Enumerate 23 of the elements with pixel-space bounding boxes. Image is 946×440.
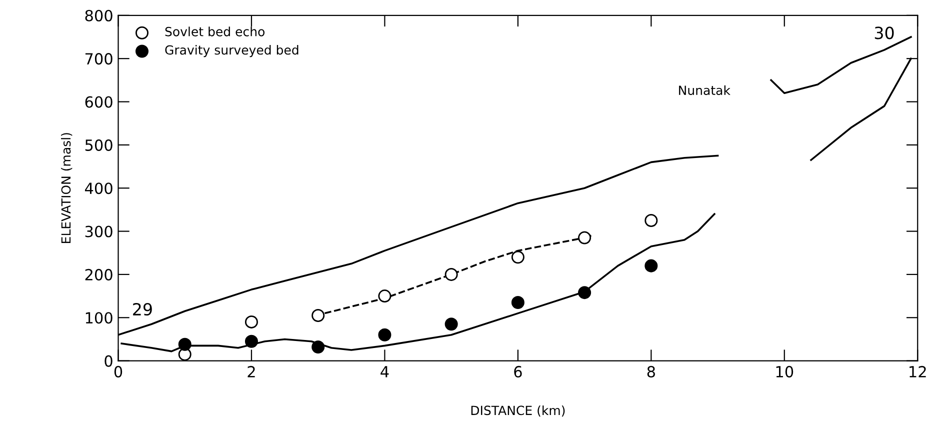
x-tick-label: 4 [380,366,389,378]
annotation: 30 [874,26,894,40]
legend-label: Sovlet bed echo [165,26,264,36]
x-tick-label: 6 [514,366,522,378]
x-tick-label: 0 [114,366,122,378]
y-tick-label: 600 [85,96,112,108]
y-axis-title: ELEVATION (masl) [61,133,72,243]
legend-label: Gravity surveyed bed [165,45,298,58]
y-tick-label: 0 [104,355,112,367]
x-axis-title: DISTANCE (km) [471,405,565,417]
x-tick-label: 12 [910,366,926,378]
x-tick-label: 2 [248,366,255,378]
x-tick-label: 10 [776,366,794,378]
x-tick-label: 8 [647,366,655,378]
y-tick-label: 300 [85,226,112,238]
y-tick-label: 800 [85,10,112,22]
annotation: Nunatak [679,85,730,96]
y-tick-label: 500 [85,139,112,151]
y-tick-label: 700 [85,53,112,65]
y-tick-label: 200 [85,268,112,280]
y-tick-label: 100 [86,312,112,324]
annotation: 29 [133,302,152,316]
y-tick-label: 400 [84,182,112,194]
